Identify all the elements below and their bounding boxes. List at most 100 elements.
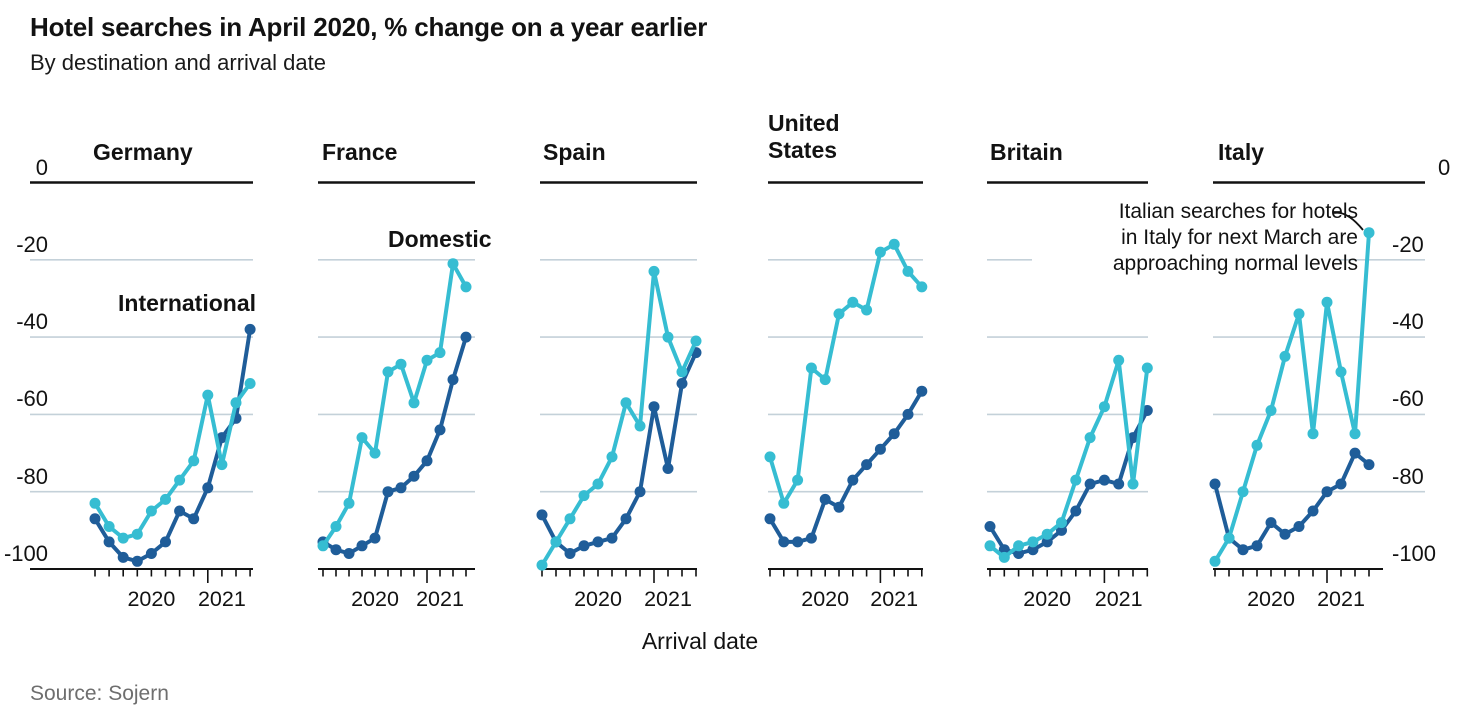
domestic-point [648, 265, 660, 277]
domestic-point [131, 528, 143, 540]
international-point [395, 482, 407, 494]
domestic-point [1209, 555, 1221, 567]
domestic-point [230, 397, 242, 409]
y-label-right-0: 0 [1438, 154, 1451, 180]
international-point [1070, 505, 1082, 517]
international-point [1307, 505, 1319, 517]
domestic-point [117, 532, 129, 544]
domestic-point [1141, 362, 1153, 374]
domestic-point [1237, 486, 1249, 498]
international-point [1363, 459, 1375, 471]
domestic-point [634, 420, 646, 432]
international-point [1041, 536, 1053, 548]
international-point [833, 501, 845, 513]
panel-britain: 2020 2021 [984, 181, 1153, 611]
annotation-pointer-line [1333, 211, 1364, 231]
year-label-2021: 2021 [870, 587, 918, 611]
annotation-text: Italian searches for hotels in Italy for… [1040, 199, 1358, 277]
international-point [984, 521, 996, 532]
domestic-point [874, 246, 886, 258]
international-point [578, 540, 590, 552]
country-title-united-states: United States [768, 110, 840, 163]
country-title-britain: Britain [990, 139, 1063, 165]
domestic-point [690, 335, 702, 347]
international-point [434, 424, 446, 436]
y-label-right--100: -100 [1392, 541, 1437, 566]
domestic-point [174, 474, 186, 486]
year-label-2021: 2021 [198, 587, 246, 611]
legend-domestic-label: Domestic [388, 226, 492, 252]
domestic-point [592, 478, 604, 490]
panel-france: 2020 2021 [317, 181, 475, 611]
domestic-point [819, 374, 831, 386]
domestic-point [369, 447, 381, 459]
domestic-point [244, 378, 256, 389]
y-label-left--40: -40 [16, 309, 48, 335]
domestic-point [421, 354, 433, 366]
international-point [1321, 486, 1333, 498]
domestic-point [408, 397, 420, 409]
domestic-point [1307, 428, 1319, 440]
international-point [1335, 478, 1347, 490]
domestic-point [330, 521, 342, 532]
panel-germany: 2020 2021 [30, 181, 256, 611]
international-point [662, 463, 674, 474]
y-label-left-0: 0 [35, 154, 48, 180]
annotation-line-1: Italian searches for hotels [1118, 200, 1358, 223]
domestic-point [89, 497, 101, 509]
international-point [847, 474, 859, 486]
international-point [861, 459, 873, 471]
international-point [216, 432, 228, 444]
international-point [1293, 521, 1305, 532]
domestic-point [202, 389, 214, 401]
domestic-point [662, 331, 674, 343]
domestic-point [1013, 540, 1025, 552]
domestic-point [606, 451, 618, 463]
year-label-2021: 2021 [1317, 587, 1365, 611]
domestic-point [216, 459, 228, 471]
international-point [1209, 478, 1221, 490]
x-axis-title: Arrival date [641, 628, 759, 654]
domestic-point [317, 540, 329, 552]
domestic-point [1056, 517, 1067, 529]
domestic-point [1279, 350, 1291, 362]
domestic-point [188, 455, 200, 467]
international-point [819, 493, 831, 505]
year-label-2020: 2020 [801, 587, 849, 611]
annotation-line-3: approaching normal levels [1112, 252, 1358, 275]
domestic-point [160, 493, 171, 505]
domestic-point [902, 265, 914, 277]
domestic-point [778, 497, 790, 509]
international-point [564, 548, 576, 559]
domestic-line-united-states [768, 242, 924, 506]
domestic-point [343, 497, 355, 509]
international-point [1141, 405, 1153, 416]
country-title-spain: Spain [543, 139, 606, 165]
domestic-point [145, 505, 157, 517]
domestic-point [1113, 354, 1125, 366]
international-point [888, 428, 900, 440]
panel-united-states: 2020 2021 [764, 181, 928, 611]
international-point [447, 374, 459, 386]
international-point [536, 509, 548, 521]
international-point [369, 532, 381, 544]
international-point [160, 536, 171, 548]
page-title: Hotel searches in April 2020, % change o… [30, 12, 708, 42]
international-point [343, 548, 355, 559]
domestic-point [1041, 528, 1053, 540]
y-label-left--80: -80 [16, 463, 48, 489]
international-point [1251, 540, 1263, 552]
international-point [916, 385, 928, 397]
international-point [1237, 544, 1249, 556]
international-point [117, 551, 129, 563]
domestic-point [833, 308, 845, 320]
international-point [382, 486, 394, 498]
y-label-right--40: -40 [1392, 309, 1424, 335]
international-point [330, 544, 342, 556]
domestic-point [1293, 308, 1305, 320]
y-label-right--20: -20 [1392, 231, 1424, 257]
domestic-line-germany [93, 381, 253, 541]
international-point [89, 513, 101, 525]
domestic-point [1349, 428, 1361, 440]
